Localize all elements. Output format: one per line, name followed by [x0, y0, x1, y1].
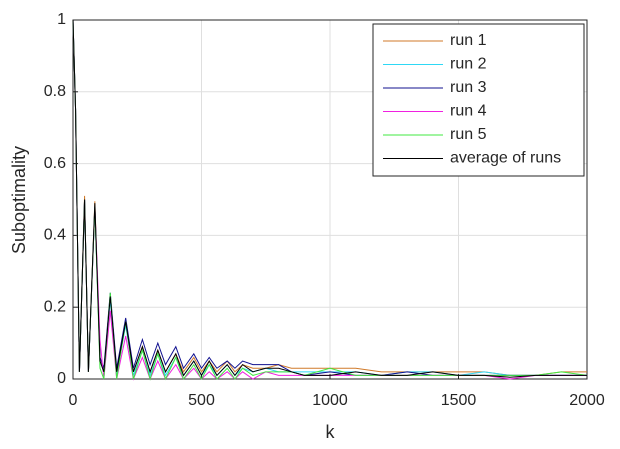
plot-frame — [72, 19, 588, 380]
y-tick-label: 1 — [57, 11, 66, 28]
series-line — [72, 19, 587, 378]
y-axis-label: Suboptimality — [9, 146, 29, 254]
y-tick-label: 0.4 — [44, 227, 66, 244]
legend-label: run 4 — [450, 103, 487, 120]
x-tick-label: 0 — [69, 392, 78, 409]
x-axis-label: k — [326, 422, 336, 442]
legend-label: average of runs — [450, 150, 561, 167]
y-tick-label: 0.6 — [44, 155, 66, 172]
legend-box — [372, 23, 585, 177]
y-tick-label: 0.2 — [44, 298, 66, 315]
legend-label: run 5 — [450, 126, 487, 143]
series-line — [72, 19, 588, 381]
legend-label: run 2 — [450, 56, 487, 73]
x-tick-label: 1500 — [441, 392, 477, 409]
legend-label: run 1 — [450, 32, 487, 49]
y-tick-label: 0 — [57, 370, 66, 387]
y-tick-label: 0.8 — [44, 83, 66, 100]
x-tick-label: 2000 — [569, 392, 605, 409]
legend-label: run 3 — [450, 79, 487, 96]
x-tick-label: 500 — [188, 392, 215, 409]
x-tick-label: 1000 — [312, 392, 348, 409]
